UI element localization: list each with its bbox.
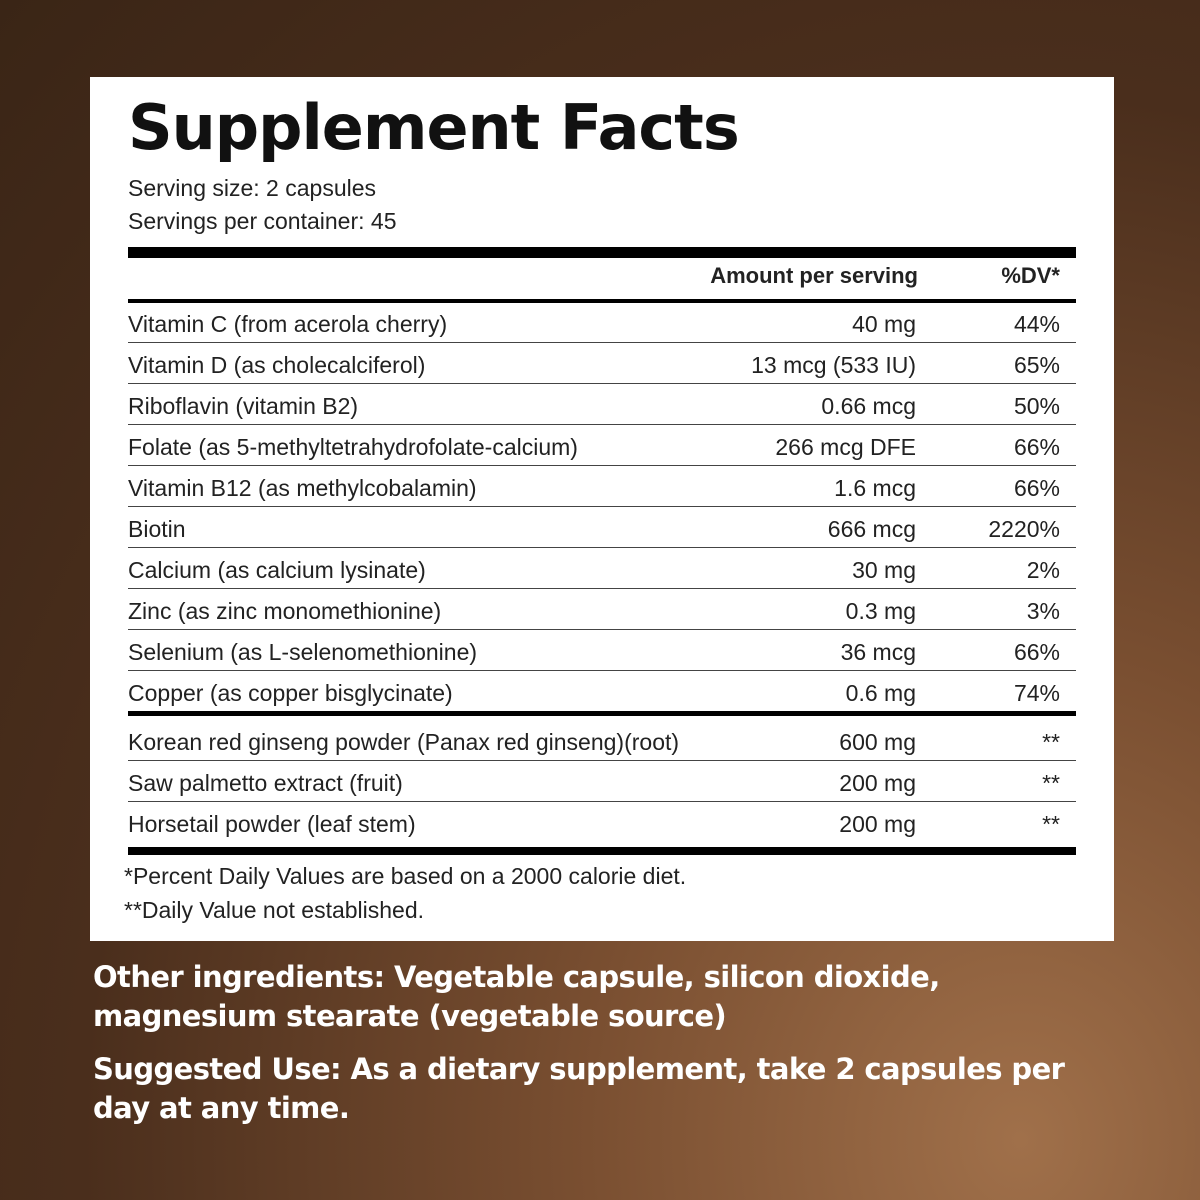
nutrient-name: Vitamin B12 (as methylcobalamin): [128, 475, 477, 501]
nutrient-name: Copper (as copper bisglycinate): [128, 680, 453, 706]
botanical-amount: 200 mg: [839, 811, 916, 837]
supplement-facts-panel: Supplement Facts Serving size: 2 capsule…: [90, 77, 1114, 941]
nutrient-amount: 13 mcg (533 IU): [751, 352, 916, 378]
other-ingredients-label: Other ingredients:: [93, 960, 385, 994]
nutrient-name: Calcium (as calcium lysinate): [128, 557, 426, 583]
nutrient-name: Vitamin C (from acerola cherry): [128, 311, 448, 337]
divider-header: [128, 299, 1076, 303]
suggested-use-text: As a dietary supplement, take 2 capsules…: [93, 1052, 1065, 1125]
nutrient-row: Riboflavin (vitamin B2) 0.66 mcg 50%: [128, 385, 1076, 425]
nutrient-amount: 0.3 mg: [845, 598, 916, 624]
suggested-use: Suggested Use: As a dietary supplement, …: [93, 1050, 1093, 1128]
header-dv: %DV*: [1001, 263, 1060, 288]
nutrient-dv: 50%: [1013, 393, 1060, 419]
servings-per-container: Servings per container: 45: [128, 208, 397, 234]
footnote-dv: *Percent Daily Values are based on a 200…: [124, 863, 687, 889]
nutrient-row: Folate (as 5-methyltetrahydrofolate-calc…: [128, 426, 1076, 466]
nutrient-dv: 66%: [1013, 434, 1060, 460]
botanical-name: Korean red ginseng powder (Panax red gin…: [128, 729, 680, 755]
nutrient-dv: 3%: [1026, 598, 1060, 624]
nutrient-name: Vitamin D (as cholecalciferol): [128, 352, 426, 378]
botanical-dv: **: [1042, 770, 1060, 796]
header-amount: Amount per serving: [710, 263, 918, 288]
nutrient-row: Zinc (as zinc monomethionine) 0.3 mg 3%: [128, 590, 1076, 630]
nutrient-dv: 74%: [1013, 680, 1060, 706]
serving-size: Serving size: 2 capsules: [128, 175, 377, 201]
nutrient-name: Biotin: [128, 516, 186, 542]
botanical-name: Horsetail powder (leaf stem): [128, 811, 416, 837]
nutrient-amount: 36 mcg: [840, 639, 916, 665]
panel-title: Supplement Facts: [128, 91, 740, 164]
botanical-row: Horsetail powder (leaf stem) 200 mg **: [128, 803, 1076, 843]
botanical-name: Saw palmetto extract (fruit): [128, 770, 403, 796]
divider-top: [128, 247, 1076, 258]
divider-bottom: [128, 847, 1076, 855]
nutrient-row: Calcium (as calcium lysinate) 30 mg 2%: [128, 549, 1076, 589]
botanical-dv: **: [1042, 729, 1060, 755]
nutrient-dv: 2%: [1026, 557, 1060, 583]
other-ingredients: Other ingredients: Vegetable capsule, si…: [93, 958, 1093, 1036]
nutrient-row: Vitamin C (from acerola cherry) 40 mg 44…: [128, 303, 1076, 343]
nutrient-row: Selenium (as L-selenomethionine) 36 mcg …: [128, 631, 1076, 671]
nutrient-name: Zinc (as zinc monomethionine): [128, 598, 442, 624]
botanical-row: Saw palmetto extract (fruit) 200 mg **: [128, 762, 1076, 802]
footnote-not-established: **Daily Value not established.: [124, 897, 425, 923]
nutrient-row: Copper (as copper bisglycinate) 0.6 mg 7…: [128, 672, 1076, 712]
nutrient-row: Vitamin D (as cholecalciferol) 13 mcg (5…: [128, 344, 1076, 384]
nutrient-dv: 44%: [1013, 311, 1060, 337]
botanical-dv: **: [1042, 811, 1060, 837]
nutrient-row: Vitamin B12 (as methylcobalamin) 1.6 mcg…: [128, 467, 1076, 507]
nutrient-amount: 666 mcg: [827, 516, 916, 542]
nutrient-amount: 30 mg: [852, 557, 916, 583]
nutrient-name: Riboflavin (vitamin B2): [128, 393, 359, 419]
nutrient-amount: 266 mcg DFE: [775, 434, 916, 460]
nutrient-dv: 66%: [1013, 639, 1060, 665]
nutrient-amount: 1.6 mcg: [834, 475, 916, 501]
nutrient-name: Selenium (as L-selenomethionine): [128, 639, 478, 665]
nutrient-name: Folate (as 5-methyltetrahydrofolate-calc…: [128, 434, 578, 460]
nutrient-row: Biotin 666 mcg 2220%: [128, 508, 1076, 548]
divider-botanicals: [128, 711, 1076, 716]
botanical-row: Korean red ginseng powder (Panax red gin…: [128, 721, 1076, 761]
botanical-amount: 600 mg: [839, 729, 916, 755]
nutrient-dv: 65%: [1013, 352, 1060, 378]
nutrient-amount: 0.66 mcg: [821, 393, 916, 419]
other-ingredients-text: Vegetable capsule, silicon dioxide, magn…: [93, 960, 940, 1033]
nutrient-amount: 0.6 mg: [845, 680, 916, 706]
botanical-amount: 200 mg: [839, 770, 916, 796]
suggested-use-label: Suggested Use:: [93, 1052, 342, 1086]
nutrient-dv: 2220%: [988, 516, 1060, 542]
nutrient-dv: 66%: [1013, 475, 1060, 501]
nutrient-amount: 40 mg: [852, 311, 916, 337]
